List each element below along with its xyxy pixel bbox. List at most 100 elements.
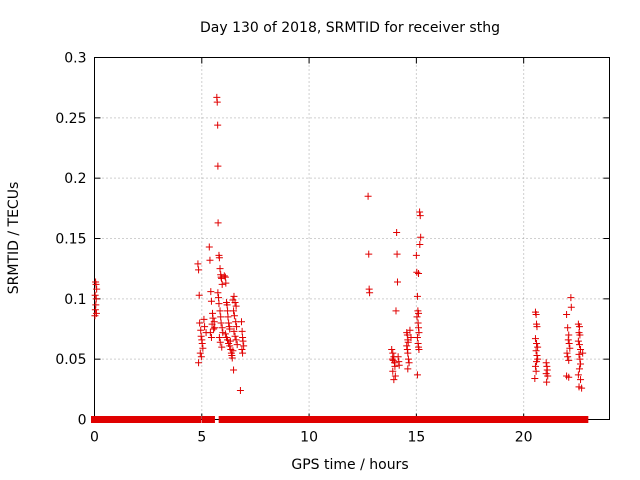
x-tick-label: 0 bbox=[90, 430, 99, 446]
data-point bbox=[406, 326, 414, 334]
data-point bbox=[404, 349, 412, 357]
data-point bbox=[403, 342, 411, 350]
data-point bbox=[577, 346, 585, 354]
data-point bbox=[405, 359, 413, 367]
data-point bbox=[196, 319, 204, 327]
data-point bbox=[215, 300, 223, 308]
data-point bbox=[576, 355, 584, 363]
data-point bbox=[214, 219, 222, 227]
data-point bbox=[390, 376, 398, 384]
data-point bbox=[231, 298, 239, 306]
y-tick-label: 0.2 bbox=[64, 171, 86, 187]
zero-value-run bbox=[218, 416, 228, 423]
data-point bbox=[416, 208, 424, 216]
data-point bbox=[574, 337, 582, 345]
data-point bbox=[564, 353, 572, 361]
x-tick-label: 15 bbox=[407, 430, 425, 446]
data-point bbox=[404, 338, 412, 346]
data-point bbox=[532, 367, 540, 375]
x-axis-label: GPS time / hours bbox=[291, 457, 408, 473]
data-point bbox=[91, 291, 99, 299]
y-tick-label: 0.05 bbox=[55, 352, 86, 368]
zero-value-run bbox=[392, 416, 410, 423]
data-point bbox=[567, 294, 575, 302]
data-point bbox=[206, 329, 214, 337]
data-point bbox=[563, 311, 571, 319]
data-point bbox=[404, 355, 412, 363]
x-tick-labels: 0 5 10 15 20 bbox=[90, 430, 533, 446]
data-point bbox=[207, 333, 215, 341]
data-point bbox=[207, 297, 215, 305]
data-point bbox=[531, 335, 539, 343]
data-point bbox=[564, 324, 572, 332]
data-point bbox=[366, 289, 374, 297]
data-point bbox=[224, 307, 232, 315]
data-point bbox=[412, 251, 420, 259]
data-point bbox=[232, 302, 240, 310]
data-point bbox=[413, 313, 421, 321]
data-point bbox=[416, 212, 424, 220]
grid-lines bbox=[94, 57, 610, 420]
data-point bbox=[239, 337, 247, 345]
data-point bbox=[238, 327, 246, 335]
data-point bbox=[238, 346, 246, 354]
data-point bbox=[394, 353, 402, 361]
data-point bbox=[533, 339, 541, 347]
data-point bbox=[197, 332, 205, 340]
data-point bbox=[91, 306, 99, 314]
zero-value-run bbox=[417, 416, 538, 423]
data-point bbox=[389, 349, 397, 357]
data-point bbox=[223, 301, 231, 309]
y-tick-label: 0.1 bbox=[64, 292, 86, 308]
data-point bbox=[213, 98, 221, 106]
x-tick-label: 20 bbox=[515, 430, 533, 446]
data-point bbox=[577, 360, 585, 368]
data-point bbox=[237, 318, 245, 326]
data-point bbox=[579, 349, 587, 357]
data-point bbox=[93, 285, 101, 293]
data-point bbox=[226, 325, 234, 333]
data-point bbox=[413, 292, 421, 300]
data-point bbox=[413, 268, 421, 276]
data-point bbox=[415, 269, 423, 277]
data-point bbox=[544, 372, 552, 380]
zero-value-run bbox=[564, 416, 577, 423]
data-point bbox=[533, 358, 541, 366]
data-point bbox=[388, 355, 396, 363]
data-point bbox=[392, 307, 400, 315]
data-point bbox=[576, 331, 584, 339]
zero-value-run bbox=[227, 416, 248, 423]
data-point bbox=[389, 367, 397, 375]
data-point bbox=[415, 309, 423, 317]
data-point bbox=[417, 233, 425, 241]
zero-value-run bbox=[406, 416, 419, 423]
y-tick-labels: 0 0.05 0.1 0.15 0.2 0.25 0.3 bbox=[55, 51, 86, 429]
x-tick-label: 5 bbox=[197, 430, 206, 446]
data-point bbox=[217, 319, 225, 327]
data-point bbox=[216, 265, 224, 273]
data-point bbox=[224, 313, 232, 321]
data-point bbox=[201, 323, 209, 331]
data-point bbox=[226, 342, 234, 350]
data-point bbox=[214, 121, 222, 129]
data-point bbox=[233, 341, 241, 349]
data-point bbox=[216, 307, 224, 315]
data-point bbox=[195, 359, 203, 367]
data-point bbox=[574, 371, 582, 379]
data-point bbox=[393, 228, 401, 236]
data-point bbox=[215, 254, 223, 262]
data-point bbox=[215, 333, 223, 341]
data-point bbox=[577, 376, 585, 384]
data-point bbox=[415, 346, 423, 354]
y-tick-label: 0.25 bbox=[55, 111, 86, 127]
data-point bbox=[393, 250, 401, 258]
data-point bbox=[210, 318, 218, 326]
data-point bbox=[215, 294, 223, 302]
y-tick-label: 0.3 bbox=[64, 51, 86, 67]
data-point bbox=[531, 362, 539, 370]
data-point bbox=[233, 323, 241, 331]
data-point bbox=[226, 337, 234, 345]
zero-value-run bbox=[536, 416, 549, 423]
data-point bbox=[364, 192, 372, 200]
